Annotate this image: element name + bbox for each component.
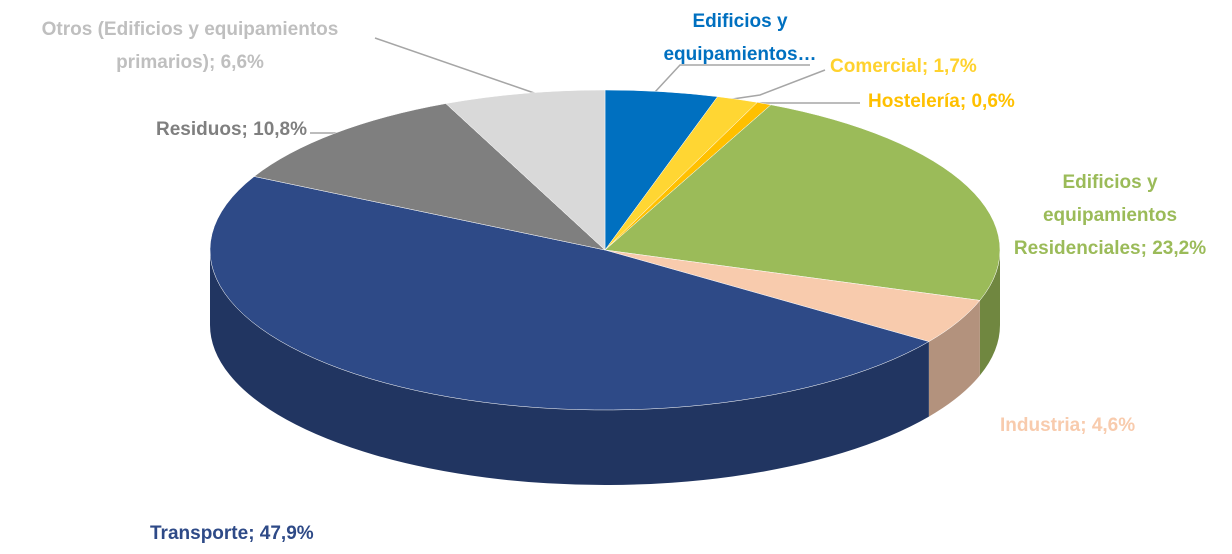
slice-label: Edificios y equipamientos Residenciales; 2… (1014, 172, 1206, 259)
slice-label: Comercial; 1,7% (830, 56, 977, 77)
pie-tops (209, 89, 1001, 411)
slice-label: Residuos; 10,8% (156, 119, 307, 140)
slice-label: Hostelería; 0,6% (868, 91, 1015, 112)
leader-line (654, 64, 810, 93)
label-line: Hostelería; 0,6% (868, 91, 1015, 112)
leader-line (711, 69, 826, 103)
label-line: Comercial; 1,7% (830, 56, 977, 77)
leader-line (374, 37, 541, 96)
label-line: Edificios y (692, 11, 787, 32)
labels: Edificios y equipamientos… Comercial; 1,7%… (42, 11, 1207, 544)
slice-label: Otros (Edificios y equipamientos primario… (42, 19, 339, 73)
slice (253, 103, 606, 251)
label-line: Residuos; 10,8% (156, 119, 307, 140)
label-line: Industria; 4,6% (1000, 415, 1135, 436)
slice (209, 176, 930, 411)
label-line: Residenciales; 23,2% (1014, 238, 1206, 259)
slice-side (979, 250, 1000, 376)
label-line: equipamientos… (663, 44, 816, 65)
slice-side (210, 250, 929, 486)
slice (445, 89, 606, 251)
label-line: Edificios y (1062, 172, 1157, 193)
pie-sides (210, 250, 1000, 486)
slice-label: Transporte; 47,9% (150, 523, 314, 544)
slice-side (928, 300, 980, 417)
slice-label: Edificios y equipamientos… (663, 11, 816, 65)
slice-label: Industria; 4,6% (1000, 415, 1135, 436)
label-line: Transporte; 47,9% (150, 523, 314, 544)
slice (604, 104, 1001, 301)
label-line: equipamientos (1043, 205, 1177, 226)
label-line: primarios); 6,6% (116, 52, 264, 73)
label-line: Otros (Edificios y equipamientos (42, 19, 339, 40)
